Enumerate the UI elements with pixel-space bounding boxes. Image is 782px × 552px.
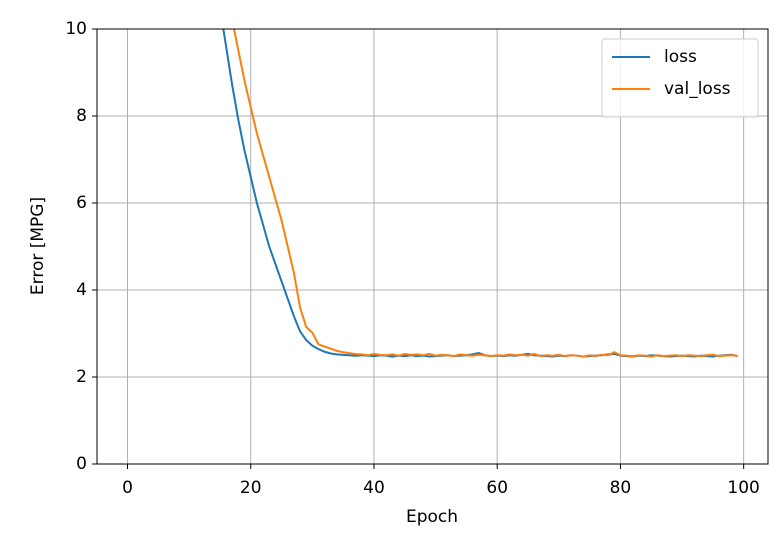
y-tick-label: 2	[76, 367, 87, 387]
series-line	[232, 29, 738, 358]
x-axis-label: Epoch	[406, 507, 458, 527]
x-tick-label: 100	[727, 478, 759, 498]
y-axis-label: Error [MPG]	[28, 197, 48, 295]
x-tick-label: 60	[486, 478, 508, 498]
legend-label: val_loss	[664, 79, 731, 99]
y-tick-label: 6	[76, 193, 87, 213]
lines	[222, 29, 738, 358]
y-tick-label: 8	[76, 106, 87, 126]
legend-label: loss	[664, 47, 697, 67]
x-tick-label: 0	[122, 478, 133, 498]
x-tick-label: 40	[363, 478, 385, 498]
y-tick-label: 10	[65, 19, 87, 39]
legend: loss val_loss	[601, 38, 759, 118]
x-tick-label: 80	[610, 478, 632, 498]
x-tick-label: 20	[240, 478, 262, 498]
legend-box	[601, 38, 759, 118]
ticks: 0 20 40 60 80 100 0 2 4 6 8 10	[65, 19, 760, 498]
y-tick-label: 4	[76, 280, 87, 300]
y-tick-label: 0	[76, 454, 87, 474]
plot-frame	[96, 28, 769, 465]
